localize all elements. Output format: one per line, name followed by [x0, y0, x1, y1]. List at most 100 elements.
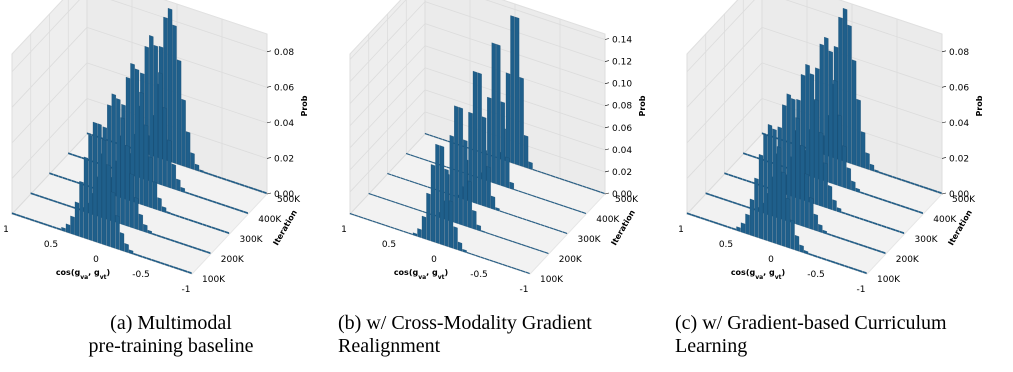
bar-100K-19: [772, 128, 777, 245]
y-axis-title: Iteration: [946, 208, 974, 247]
bar-400K-34: [896, 203, 901, 207]
bar-100K-6: [38, 221, 44, 225]
bar-400K-27: [527, 193, 532, 197]
bar-100K-32: [830, 260, 836, 264]
bar-100K-39: [525, 271, 530, 275]
bar-100K-5: [709, 219, 714, 224]
bar-100K-0: [686, 212, 692, 216]
bar-400K-32: [550, 200, 555, 204]
bar-200K-27: [152, 232, 157, 237]
bar-500K-30: [221, 177, 227, 181]
bar-500K-39: [600, 191, 605, 195]
bar-300K-26: [504, 211, 509, 215]
bar-500K-22: [860, 131, 866, 169]
bar-100K-20: [776, 146, 782, 246]
bar-300K-29: [179, 215, 185, 220]
caption-b-line-1: (b) w/ Cross-Modality Gradient: [338, 312, 592, 334]
bar-300K-37: [215, 227, 221, 232]
bar-200K-3: [382, 197, 387, 201]
bar-100K-17: [88, 134, 93, 242]
bar-100K-29: [142, 255, 147, 260]
bar-200K-33: [854, 241, 859, 246]
bar-400K-35: [563, 205, 568, 209]
bar-200K-19: [791, 98, 796, 225]
bar-300K-20: [139, 91, 144, 206]
z-tick: [604, 170, 610, 173]
bar-300K-25: [161, 206, 167, 214]
bar-200K-11: [418, 209, 423, 213]
z-tick: [941, 86, 947, 88]
bar-100K-4: [29, 218, 35, 222]
bar-200K-27: [490, 233, 495, 237]
bar-200K-29: [499, 236, 504, 240]
bar-100K-9: [52, 225, 57, 230]
x-tick-label: -1: [182, 285, 191, 295]
bar-100K-26: [466, 251, 472, 255]
bar-100K-16: [83, 156, 89, 240]
bar-200K-23: [809, 196, 814, 231]
bar-100K-1: [354, 214, 359, 218]
bar-500K-34: [577, 183, 583, 187]
bar-100K-11: [61, 226, 66, 233]
bar-200K-23: [472, 209, 477, 231]
bar-100K-25: [124, 243, 129, 254]
bar-100K-29: [817, 255, 822, 260]
bar-200K-0: [368, 192, 373, 196]
bar-100K-6: [713, 221, 719, 225]
bar-200K-39: [544, 251, 549, 255]
bar-500K-24: [194, 163, 200, 172]
bar-400K-37: [909, 207, 914, 212]
bar-100K-4: [704, 218, 710, 222]
bar-400K-30: [878, 197, 883, 201]
bar-100K-16: [421, 215, 427, 240]
bar-100K-35: [844, 264, 849, 269]
bar-500K-20: [176, 59, 182, 166]
bar-400K-33: [891, 201, 896, 206]
bar-200K-9: [409, 206, 414, 210]
y-tick-label: 200K: [221, 255, 245, 265]
y-axis-title: Iteration: [271, 208, 299, 247]
x-axis-title: cos(gva, gvt): [56, 268, 110, 281]
bar-400K-38: [239, 209, 244, 213]
bar-100K-28: [812, 254, 818, 258]
bar-100K-21: [444, 168, 449, 248]
bar-300K-6: [414, 181, 419, 185]
bar-500K-1: [429, 134, 434, 138]
bar-300K-39: [224, 230, 230, 235]
bar-500K-29: [217, 175, 222, 180]
bar-300K-20: [814, 98, 819, 206]
y-tick-label: 300K: [915, 235, 939, 245]
bar-500K-31: [564, 179, 569, 183]
bar-100K-36: [173, 266, 179, 270]
bar-100K-27: [808, 252, 813, 257]
bar-100K-37: [516, 268, 521, 272]
bar-100K-4: [367, 218, 373, 222]
bar-500K-36: [586, 186, 592, 190]
bar-100K-30: [146, 257, 152, 261]
bar-100K-22: [110, 191, 116, 249]
bar-300K-31: [188, 218, 194, 223]
bar-300K-38: [558, 229, 563, 233]
bar-300K-22: [486, 166, 491, 209]
bar-500K-26: [203, 171, 209, 175]
bar-200K-20: [458, 106, 463, 226]
x-tick-label: 0.5: [719, 240, 733, 250]
bar-300K-31: [526, 219, 532, 223]
z-tick-label: 0.08: [612, 102, 632, 112]
bar-300K-28: [850, 214, 855, 218]
bar-300K-29: [854, 215, 860, 220]
bar-400K-31: [207, 198, 212, 203]
bar-300K-36: [549, 226, 554, 230]
y-tick-label: 400K: [933, 215, 957, 225]
bar-100K-22: [448, 200, 454, 249]
bar-200K-28: [156, 234, 161, 238]
bar-100K-37: [178, 267, 183, 272]
bar-200K-7: [737, 202, 742, 207]
bar-500K-25: [537, 170, 542, 174]
bar-500K-35: [582, 185, 587, 189]
bar-400K-27: [864, 192, 869, 197]
bar-300K-29: [517, 216, 523, 220]
bar-200K-1: [35, 193, 40, 198]
bar-100K-23: [115, 215, 120, 251]
y-tick-label: 200K: [559, 255, 583, 265]
